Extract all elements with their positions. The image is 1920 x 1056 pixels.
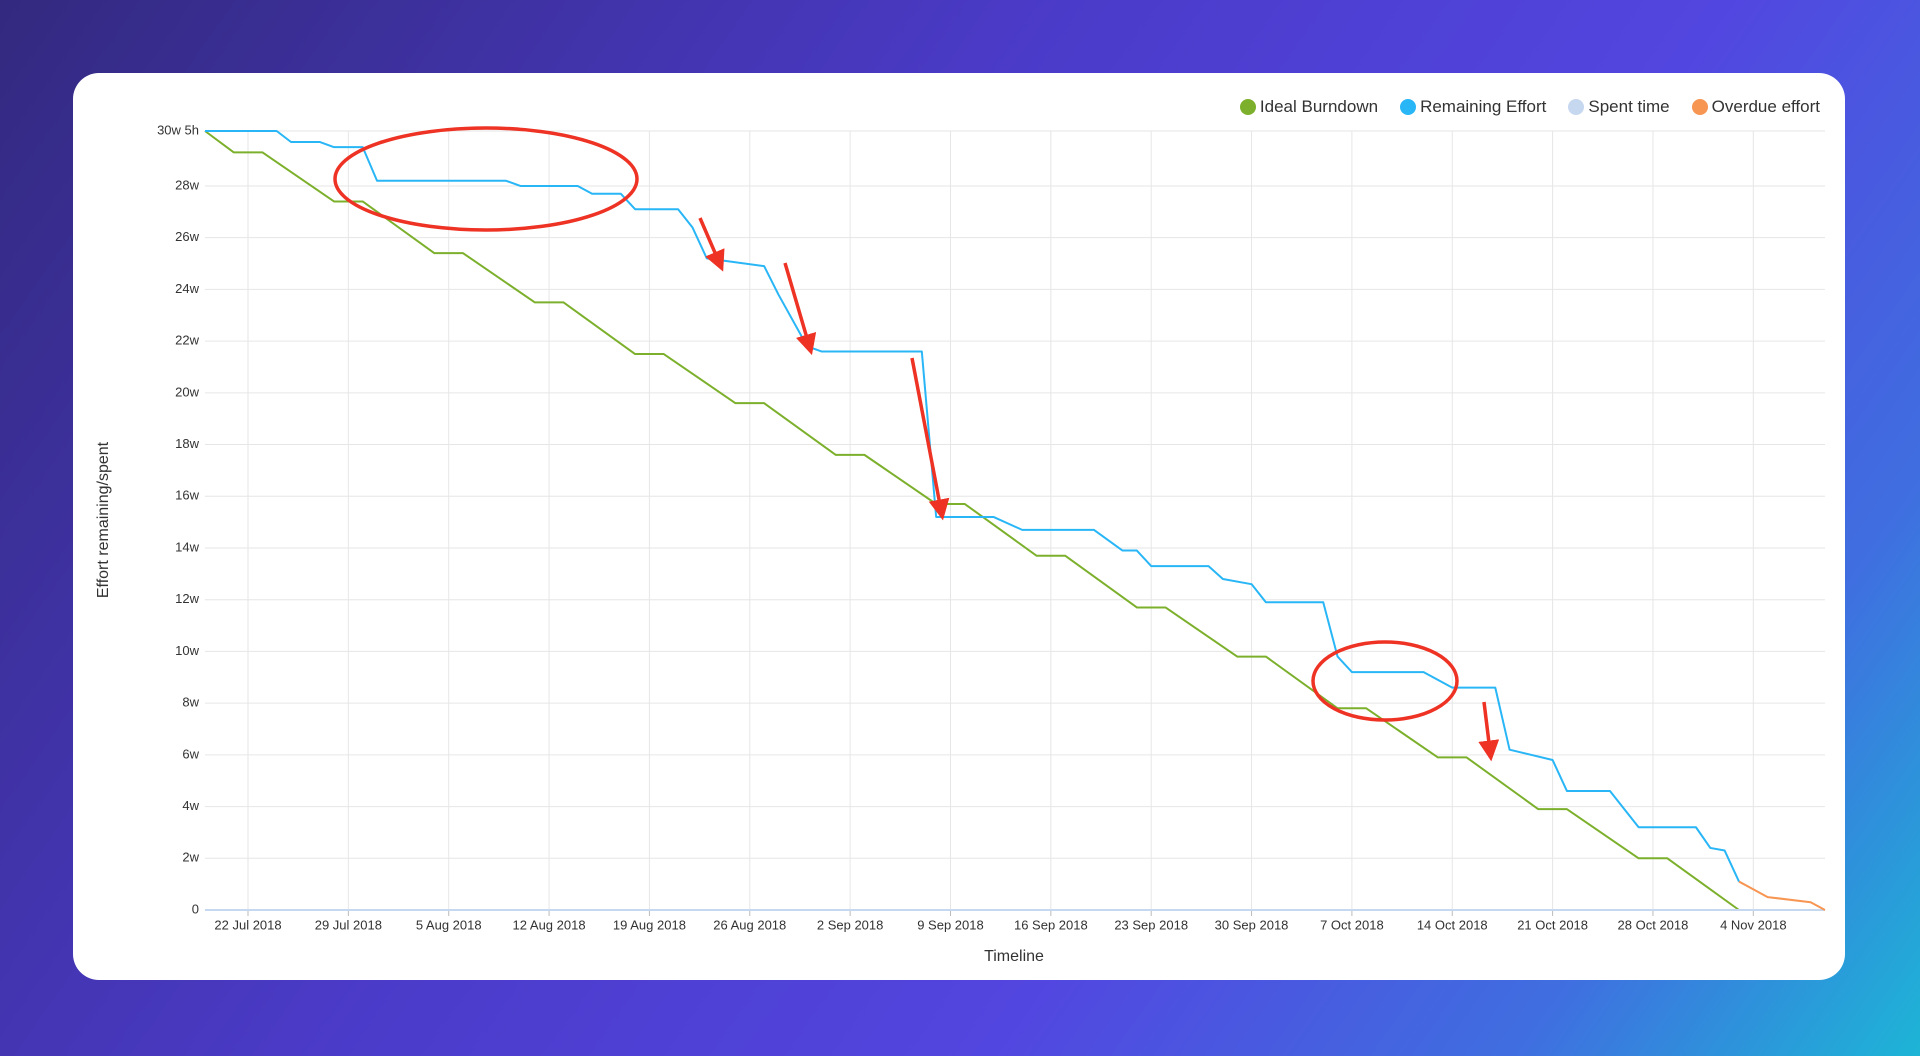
x-tick-label: 7 Oct 2018 bbox=[1320, 917, 1384, 932]
grid: 0 2w 4w 6w 8w 10w 12w 14w 16w 18w 20w 22w 24w 26w 28w 3… bbox=[157, 122, 1825, 932]
y-tick-label: 30w 5h bbox=[157, 122, 199, 137]
x-tick-label: 14 Oct 2018 bbox=[1417, 917, 1488, 932]
y-tick-label: 2w bbox=[182, 850, 199, 865]
legend-item[interactable]: Overdue effort bbox=[1691, 97, 1820, 117]
y-tick-label: 26w bbox=[175, 229, 199, 244]
legend-item[interactable]: Remaining Effort bbox=[1400, 97, 1546, 117]
y-tick-label: 18w bbox=[175, 436, 199, 451]
legend-swatch bbox=[1239, 99, 1256, 115]
x-tick-label: 23 Sep 2018 bbox=[1114, 917, 1188, 932]
legend-label: Spent time bbox=[1588, 97, 1670, 116]
x-tick-label: 4 Nov 2018 bbox=[1720, 917, 1787, 932]
highlight-ellipse bbox=[1311, 640, 1459, 722]
highlight-ellipse bbox=[333, 126, 639, 232]
y-tick-label: 28w bbox=[175, 177, 199, 192]
annotations bbox=[333, 126, 1500, 762]
annotation-arrow bbox=[910, 357, 950, 521]
x-tick-label: 19 Aug 2018 bbox=[613, 917, 686, 932]
y-axis-title: Effort remaining/spent bbox=[95, 441, 112, 598]
x-tick-label: 26 Aug 2018 bbox=[713, 917, 786, 932]
legend-label: Overdue effort bbox=[1711, 97, 1820, 116]
y-tick-label: 8w bbox=[182, 695, 199, 710]
x-tick-label: 9 Sep 2018 bbox=[917, 917, 984, 932]
series-line bbox=[1738, 880, 1826, 911]
legend-label: Remaining Effort bbox=[1420, 97, 1547, 116]
x-tick-label: 22 Jul 2018 bbox=[214, 917, 281, 932]
legend: Ideal Burndown Remaining Effort Spent time… bbox=[1239, 97, 1820, 117]
x-axis-title: Timeline bbox=[984, 948, 1044, 965]
y-tick-label: 14w bbox=[175, 539, 199, 554]
annotation-arrow bbox=[698, 217, 725, 272]
series-layer bbox=[204, 130, 1826, 911]
y-tick-label: 4w bbox=[182, 798, 199, 813]
y-tick-label: 6w bbox=[182, 746, 199, 761]
y-tick-label: 22w bbox=[175, 333, 199, 348]
x-tick-label: 16 Sep 2018 bbox=[1014, 917, 1088, 932]
x-tick-label: 28 Oct 2018 bbox=[1618, 917, 1689, 932]
y-tick-label: 24w bbox=[175, 281, 199, 296]
x-tick-label: 2 Sep 2018 bbox=[817, 917, 884, 932]
y-tick-label: 0 bbox=[192, 901, 199, 916]
x-tick-label: 30 Sep 2018 bbox=[1215, 917, 1289, 932]
series-line bbox=[205, 130, 1740, 882]
y-tick-label: 16w bbox=[175, 488, 199, 503]
x-tick-label: 5 Aug 2018 bbox=[416, 917, 482, 932]
legend-label: Ideal Burndown bbox=[1259, 97, 1379, 116]
legend-swatch bbox=[1400, 99, 1417, 115]
y-tick-label: 10w bbox=[175, 643, 199, 658]
annotation-arrow bbox=[1478, 701, 1500, 762]
legend-item[interactable]: Spent time bbox=[1568, 97, 1670, 117]
x-tick-label: 12 Aug 2018 bbox=[513, 917, 586, 932]
legend-swatch bbox=[1691, 99, 1708, 115]
series-line bbox=[204, 130, 1740, 911]
chart-card bbox=[73, 73, 1845, 980]
y-tick-label: 12w bbox=[175, 591, 199, 606]
x-tick-label: 21 Oct 2018 bbox=[1517, 917, 1588, 932]
y-tick-label: 20w bbox=[175, 384, 199, 399]
legend-item[interactable]: Ideal Burndown bbox=[1239, 97, 1379, 117]
x-tick-label: 29 Jul 2018 bbox=[315, 917, 382, 932]
annotation-arrow bbox=[783, 262, 817, 356]
legend-swatch bbox=[1568, 99, 1585, 115]
